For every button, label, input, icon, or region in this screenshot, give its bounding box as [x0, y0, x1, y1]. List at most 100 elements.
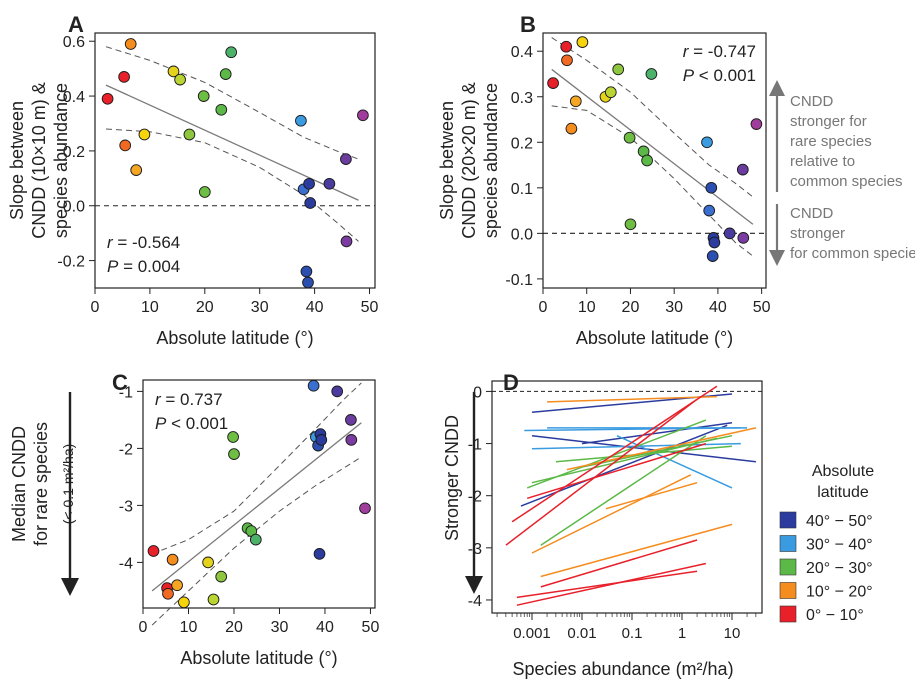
x-tick-label: 10 [141, 299, 159, 316]
lower-note: CNDD stronger for common species [790, 205, 915, 262]
x-axis-label: Absolute latitude (°) [156, 328, 313, 348]
legend-label: 30° − 40° [806, 537, 873, 554]
legend-swatch [779, 535, 797, 552]
panel-c: C 0 10 20 30 40 50 -4 -3 -2 -1 Absolute latitude (°… [9, 370, 379, 668]
data-point [167, 65, 180, 78]
x-tick-label: 40 [316, 619, 334, 636]
x-tick-label: 20 [196, 299, 214, 316]
data-point [331, 385, 344, 398]
legend-swatch [779, 558, 797, 576]
panel-b: B 0 10 20 30 40 50 -0.1 0.0 0.1 0.2 0.3 0.4 Absolute … [437, 12, 771, 348]
regression-line [505, 398, 698, 546]
stat-annotation: P < 0.001 [683, 66, 756, 85]
upper-note-line: CNDD [790, 93, 833, 110]
x-tick-label: 10 [724, 625, 741, 642]
legend-title: Absolute latitude [812, 463, 874, 501]
legend-swatch [779, 605, 797, 623]
y-tick-label: 0.6 [63, 34, 85, 51]
data-point [345, 434, 358, 446]
data-point [178, 596, 190, 609]
data-point [560, 40, 573, 53]
stat-symbol: r [683, 42, 690, 61]
data-point [569, 95, 582, 108]
data-point [295, 114, 307, 127]
y-axis-label-line: Slope between [437, 101, 457, 220]
y-axis-label-line: CNDD (10×10 m) & [29, 82, 49, 239]
y-tick-label: 0.4 [63, 89, 85, 106]
data-point [737, 232, 750, 244]
data-point [249, 533, 262, 546]
x-tick-label: 50 [362, 619, 380, 636]
fit-line [105, 84, 359, 201]
y-axis-label: Stronger CNDD [442, 415, 462, 541]
legend-swatch [779, 582, 797, 599]
y-axis-label-line: for rare species [31, 422, 51, 546]
upper-note-line: relative to [790, 153, 855, 170]
regression-line [531, 474, 692, 554]
data-point [118, 71, 130, 83]
regression-line [540, 523, 733, 578]
y-tick-label: 0.4 [511, 44, 533, 61]
ci-upper-line [105, 46, 359, 160]
y-axis-label-line: Median CNDD [9, 426, 29, 542]
stat-value: = -0.747 [688, 42, 756, 61]
data-point [315, 434, 328, 446]
plot-frame [542, 32, 767, 289]
legend-label: 0° − 10° [806, 607, 864, 624]
data-point [359, 502, 371, 515]
y-axis-label-line: Slope between [7, 101, 27, 220]
upper-note: CNDD stronger for rare species relative to c… [790, 93, 903, 190]
regression-line [581, 421, 733, 445]
data-point [197, 90, 210, 102]
data-point [708, 236, 721, 249]
y-tick-label: 0.0 [63, 199, 85, 216]
y-axis-label: Slope between CNDD (10×10 m) & species abu… [7, 82, 71, 239]
data-point [166, 553, 179, 566]
x-tick-label: 0 [539, 299, 548, 316]
data-point [703, 204, 716, 217]
ci-lower-line [105, 128, 359, 242]
x-tick-label: 0.01 [567, 625, 596, 642]
data-point [641, 154, 653, 167]
arrow-head [61, 578, 79, 596]
data-point [162, 587, 174, 600]
x-tick-label: 40 [306, 299, 324, 316]
x-tick-label: 20 [225, 619, 243, 636]
x-tick-label: 30 [251, 299, 269, 316]
data-point [227, 431, 239, 443]
ci-lower-line [551, 105, 754, 257]
regression-line [547, 395, 717, 403]
stat-symbol: P [155, 414, 167, 433]
legend-label: 10° − 20° [806, 584, 873, 601]
x-tick-label: 20 [622, 299, 640, 316]
regression-line [516, 562, 707, 606]
y-tick-label: 0 [473, 384, 482, 401]
upper-arrow-head [769, 80, 785, 96]
lower-note-line: stronger [790, 225, 845, 242]
data-point [119, 139, 132, 152]
upper-note-line: rare species [790, 133, 872, 150]
data-point [623, 131, 636, 144]
data-point [313, 548, 326, 560]
y-tick-label: -3 [119, 498, 133, 515]
x-tick-label: 40 [709, 299, 727, 316]
legend-title-line: Absolute [812, 463, 874, 480]
data-point [750, 118, 763, 130]
legend-swatch [779, 511, 797, 529]
y-axis-label-line: species abundance [481, 83, 501, 238]
y-tick-label: -0.1 [505, 272, 533, 289]
legend-title-line: latitude [817, 484, 869, 501]
ci-lower-line [151, 456, 362, 626]
data-point [215, 570, 228, 583]
y-axis-label-line: CNDD (20×20 m) & [459, 82, 479, 239]
data-point [645, 68, 658, 80]
stat-value: = -0.564 [113, 233, 181, 252]
regression-line [555, 445, 733, 463]
ci-upper-line [551, 37, 754, 198]
panel-letter-d: D [503, 370, 519, 395]
upper-note-line: common species [790, 173, 903, 190]
x-axis-label: Absolute latitude (°) [180, 648, 337, 668]
x-tick-label: 1 [678, 625, 686, 642]
lower-note-line: CNDD [790, 205, 833, 222]
